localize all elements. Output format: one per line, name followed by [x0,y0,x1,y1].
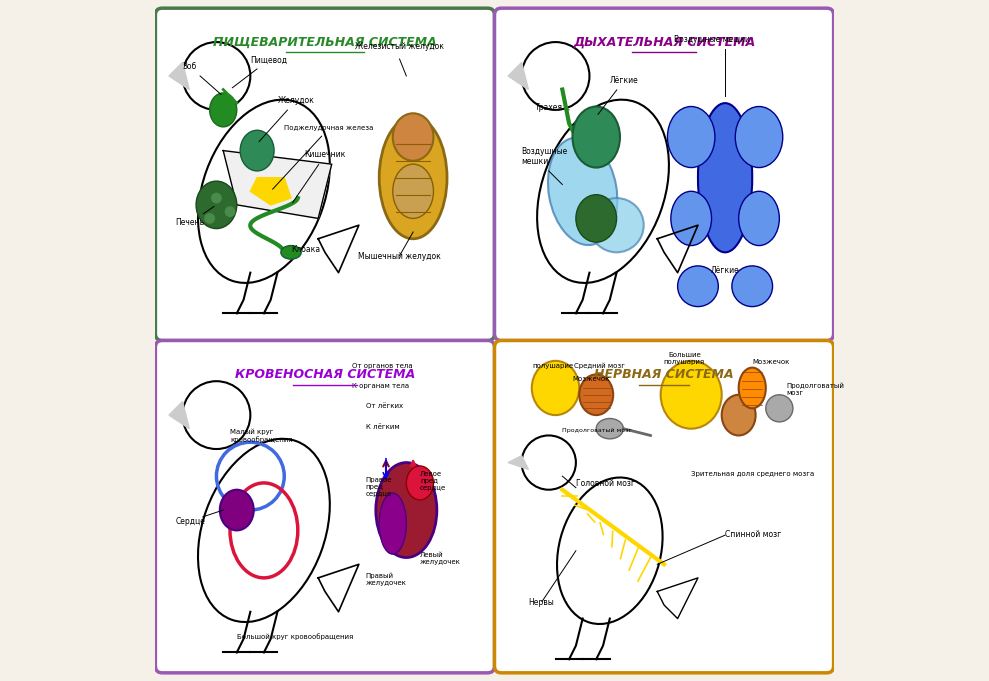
Ellipse shape [376,462,437,558]
Ellipse shape [406,466,433,500]
Circle shape [204,213,215,224]
Text: Воздушные мешки: Воздушные мешки [674,35,750,44]
Text: Лёгкие: Лёгкие [598,76,639,114]
Text: Большие
полушария: Большие полушария [664,352,705,365]
Text: Лёгкие: Лёгкие [711,266,740,274]
Text: Зоб: Зоб [183,62,222,95]
Ellipse shape [735,106,782,168]
FancyBboxPatch shape [494,8,834,340]
Ellipse shape [732,266,772,306]
Text: НЕРВНАЯ СИСТЕМА: НЕРВНАЯ СИСТЕМА [594,368,734,381]
Circle shape [211,193,222,204]
Ellipse shape [379,116,447,239]
FancyBboxPatch shape [494,340,834,673]
Text: От органов тела: От органов тела [352,362,412,368]
Circle shape [225,206,235,217]
Text: КРОВЕНОСНАЯ СИСТЕМА: КРОВЕНОСНАЯ СИСТЕМА [234,368,415,381]
Text: Продолговатый мозг: Продолговатый мозг [563,428,632,433]
Polygon shape [169,402,189,428]
Circle shape [521,435,576,490]
Text: ДЫХАТЕЛЬНАЯ СИСТЕМА: ДЫХАТЕЛЬНАЯ СИСТЕМА [573,35,756,48]
Ellipse shape [576,195,616,242]
Text: Большой круг кровообращения: Большой круг кровообращения [236,633,353,640]
FancyBboxPatch shape [155,8,494,340]
Ellipse shape [198,99,329,283]
Text: Кишечник: Кишечник [293,151,346,202]
Ellipse shape [281,246,302,259]
Circle shape [183,42,250,110]
Text: Головной мозг: Головной мозг [576,479,635,488]
Ellipse shape [196,181,236,229]
Text: Левый
желудочек: Левый желудочек [420,552,461,565]
Text: Правое
пред
сердце: Правое пред сердце [366,477,392,498]
Ellipse shape [532,361,580,415]
Ellipse shape [210,93,236,127]
Text: Печень: Печень [176,206,215,227]
Text: От лёгких: От лёгких [366,403,403,409]
Polygon shape [250,178,291,205]
Text: К лёгким: К лёгким [366,424,400,430]
Circle shape [521,42,589,110]
Ellipse shape [698,103,753,253]
Text: Продолговатый
мозг: Продолговатый мозг [786,382,844,396]
Text: Железистый желудок: Железистый желудок [355,42,444,51]
Text: Мышечный желудок: Мышечный желудок [358,252,441,261]
Text: Пищевод: Пищевод [232,55,288,88]
Ellipse shape [677,266,718,306]
Ellipse shape [393,164,433,219]
FancyBboxPatch shape [155,340,494,673]
Ellipse shape [580,375,613,415]
Text: полушарие: полушарие [532,362,574,368]
Ellipse shape [739,191,779,246]
Ellipse shape [379,493,406,554]
Ellipse shape [661,361,722,428]
Text: Клоака: Клоака [291,245,320,254]
Text: Нервы: Нервы [528,598,554,607]
Ellipse shape [573,106,620,168]
Polygon shape [508,63,528,90]
Ellipse shape [198,439,329,622]
Polygon shape [169,63,189,90]
Polygon shape [318,225,359,272]
Ellipse shape [765,395,793,422]
Ellipse shape [220,490,254,530]
Text: Мозжечок: Мозжечок [753,360,789,365]
Text: Мозжечок: Мозжечок [573,376,610,382]
Ellipse shape [393,113,433,161]
Polygon shape [224,151,331,219]
Text: Зрительная доля среднего мозга: Зрительная доля среднего мозга [691,471,814,477]
Polygon shape [658,578,698,618]
Text: Желудок: Желудок [259,96,315,142]
Ellipse shape [596,419,623,439]
Text: Средний мозг: Средний мозг [574,362,625,368]
Ellipse shape [722,395,756,435]
Text: Спинной мозг: Спинной мозг [725,530,781,539]
Circle shape [183,381,250,449]
Ellipse shape [739,368,765,409]
Text: Сердце: Сердце [176,517,206,526]
Ellipse shape [240,130,274,171]
Ellipse shape [668,106,715,168]
Ellipse shape [671,191,711,246]
Ellipse shape [557,477,663,624]
Text: ПИЩЕВАРИТЕЛЬНАЯ СИСТЕМА: ПИЩЕВАРИТЕЛЬНАЯ СИСТЕМА [213,35,437,48]
Text: Поджелудочная железа: Поджелудочная железа [273,125,374,189]
Polygon shape [508,456,528,469]
Polygon shape [658,225,698,272]
Polygon shape [318,565,359,612]
Ellipse shape [548,138,617,245]
Text: Левое
пред
сердце: Левое пред сердце [420,471,446,491]
Text: Правый
желудочек: Правый желудочек [366,572,406,586]
Ellipse shape [589,198,644,253]
Ellipse shape [537,99,669,283]
Text: Малый круг
кровообращения: Малый круг кровообращения [230,429,293,443]
Text: Воздушные
мешки: Воздушные мешки [521,147,568,166]
Text: К органам тела: К органам тела [352,383,409,389]
Text: Трахея: Трахея [535,103,569,112]
